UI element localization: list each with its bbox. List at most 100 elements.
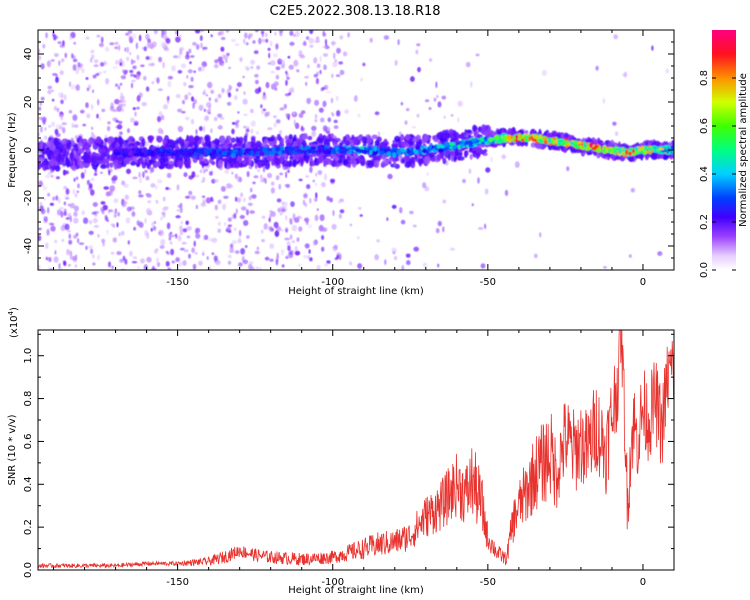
spectrogram-cell — [326, 90, 332, 94]
spectrogram-cell — [358, 158, 365, 163]
spectrogram-cell — [314, 197, 318, 202]
spectrogram-cell — [115, 59, 119, 65]
spectrogram-cell — [105, 78, 110, 85]
spectrogram-cell — [443, 115, 446, 119]
spectrogram-cell — [90, 189, 95, 196]
spectrogram-cell — [294, 122, 300, 129]
spectrogram-cell — [236, 120, 240, 123]
spectrogram-cell — [280, 206, 286, 209]
spectrogram-cell — [409, 147, 413, 151]
spectrogram-cell — [377, 131, 381, 138]
spectrogram-cell — [250, 66, 254, 69]
spectrogram-cell — [533, 253, 538, 259]
spectrogram-cell — [293, 141, 297, 148]
spectrogram-cell — [342, 153, 346, 161]
spectrogram-cell — [96, 254, 101, 261]
spectrogram-cell — [227, 224, 232, 227]
spectrogram-cell — [613, 34, 618, 40]
spectrogram-cell — [147, 135, 155, 142]
spectrogram-cell — [243, 91, 246, 95]
snr-ylabel: SNR (10 * v/v) — [7, 414, 18, 485]
spectrogram-cell — [323, 173, 328, 181]
spectrogram-cell — [179, 230, 183, 236]
spectrogram-cell — [151, 151, 155, 157]
spectrogram-cell — [344, 109, 349, 114]
spectrogram-cell — [322, 30, 326, 37]
spectrogram-cell — [391, 204, 397, 209]
spectrogram-cell — [399, 207, 403, 214]
spectrogram-cell — [60, 99, 64, 105]
spectrogram-cell — [159, 148, 164, 152]
spectrogram-cell — [412, 136, 420, 142]
spectrogram-cell — [271, 158, 275, 166]
spectrogram-cell — [335, 95, 339, 101]
spectrogram-cell — [224, 143, 229, 150]
x-tick-label: 0 — [640, 277, 646, 288]
spectrogram-cell — [351, 145, 357, 151]
spectrogram-cell — [462, 179, 466, 183]
spectrogram-cell — [415, 145, 421, 151]
spectrogram-cell — [181, 111, 186, 114]
spectrogram-cell — [215, 152, 219, 158]
spectrogram-cell — [115, 83, 119, 87]
spectrogram-cell — [59, 146, 63, 154]
spectrogram-cell — [142, 171, 145, 178]
spectrogram-cell — [264, 32, 268, 38]
spectrogram-cell — [123, 148, 128, 154]
spectrogram-cell — [424, 133, 428, 142]
spectrogram-cell — [469, 153, 473, 160]
spectrogram-cell — [394, 256, 398, 261]
spectrogram-cell — [72, 55, 76, 59]
spectrogram-cell — [198, 126, 203, 132]
spectrogram-cell — [484, 188, 489, 195]
spectrogram-cell — [524, 130, 529, 135]
spectrogram-cell — [69, 202, 75, 209]
spectrogram-cell — [476, 152, 481, 158]
spectrogram-cell — [182, 228, 188, 233]
spectrogram-cell — [64, 52, 68, 58]
spectrogram-cell — [89, 220, 92, 225]
spectrogram-cell — [141, 102, 147, 107]
spectrogram-cell — [193, 70, 196, 73]
spectrogram-cell — [180, 247, 185, 251]
spectrogram-cell — [260, 179, 266, 183]
spectrogram-cell — [240, 248, 246, 255]
spectrogram-cell — [449, 146, 453, 149]
spectrogram-cell — [317, 170, 323, 175]
spectrogram-cell — [645, 146, 649, 150]
x-tick-label: 0 — [640, 577, 646, 588]
spectrogram-cell — [278, 59, 283, 62]
spectrogram-cell — [175, 94, 181, 99]
spectrogram-panel: -150 -100 -50 0 -40 -20 0 20 40 Height of strai… — [7, 29, 675, 297]
spectrogram-cell — [194, 228, 198, 235]
spectrogram-cell — [208, 97, 212, 101]
spectrogram-cell — [111, 265, 114, 269]
spectrogram-cell — [112, 175, 118, 181]
spectrogram-cell — [50, 59, 55, 62]
spectrogram-cell — [138, 190, 142, 195]
spectrogram-cell — [324, 38, 328, 46]
colorbar-label: Normalized spectral amplitude — [738, 73, 749, 227]
spectrogram-cell — [141, 148, 147, 153]
spectrogram-cell — [208, 105, 211, 112]
spectrogram-cell — [213, 116, 218, 122]
spectrogram-cell — [533, 135, 539, 140]
spectrogram-cell — [257, 160, 262, 169]
spectrogram-cell — [250, 137, 256, 145]
spectrogram-cell — [69, 250, 73, 258]
spectrogram-cell — [253, 50, 259, 55]
spectrogram-cell — [321, 86, 326, 90]
spectrogram-cell — [155, 161, 161, 167]
spectrogram-cell — [246, 171, 250, 178]
spectrogram-cell — [242, 160, 247, 166]
spectrogram-cell — [132, 176, 138, 180]
spectrogram-cell — [257, 169, 261, 173]
spectrogram-cell — [115, 119, 119, 123]
spectrogram-cell — [265, 81, 270, 89]
spectrogram-cell — [244, 32, 248, 39]
spectrogram-cell — [382, 159, 389, 164]
spectrogram-cell — [162, 206, 168, 211]
spectrogram-cell — [208, 152, 213, 157]
spectrogram-cell — [96, 113, 99, 119]
spectrogram-cell — [336, 110, 341, 117]
